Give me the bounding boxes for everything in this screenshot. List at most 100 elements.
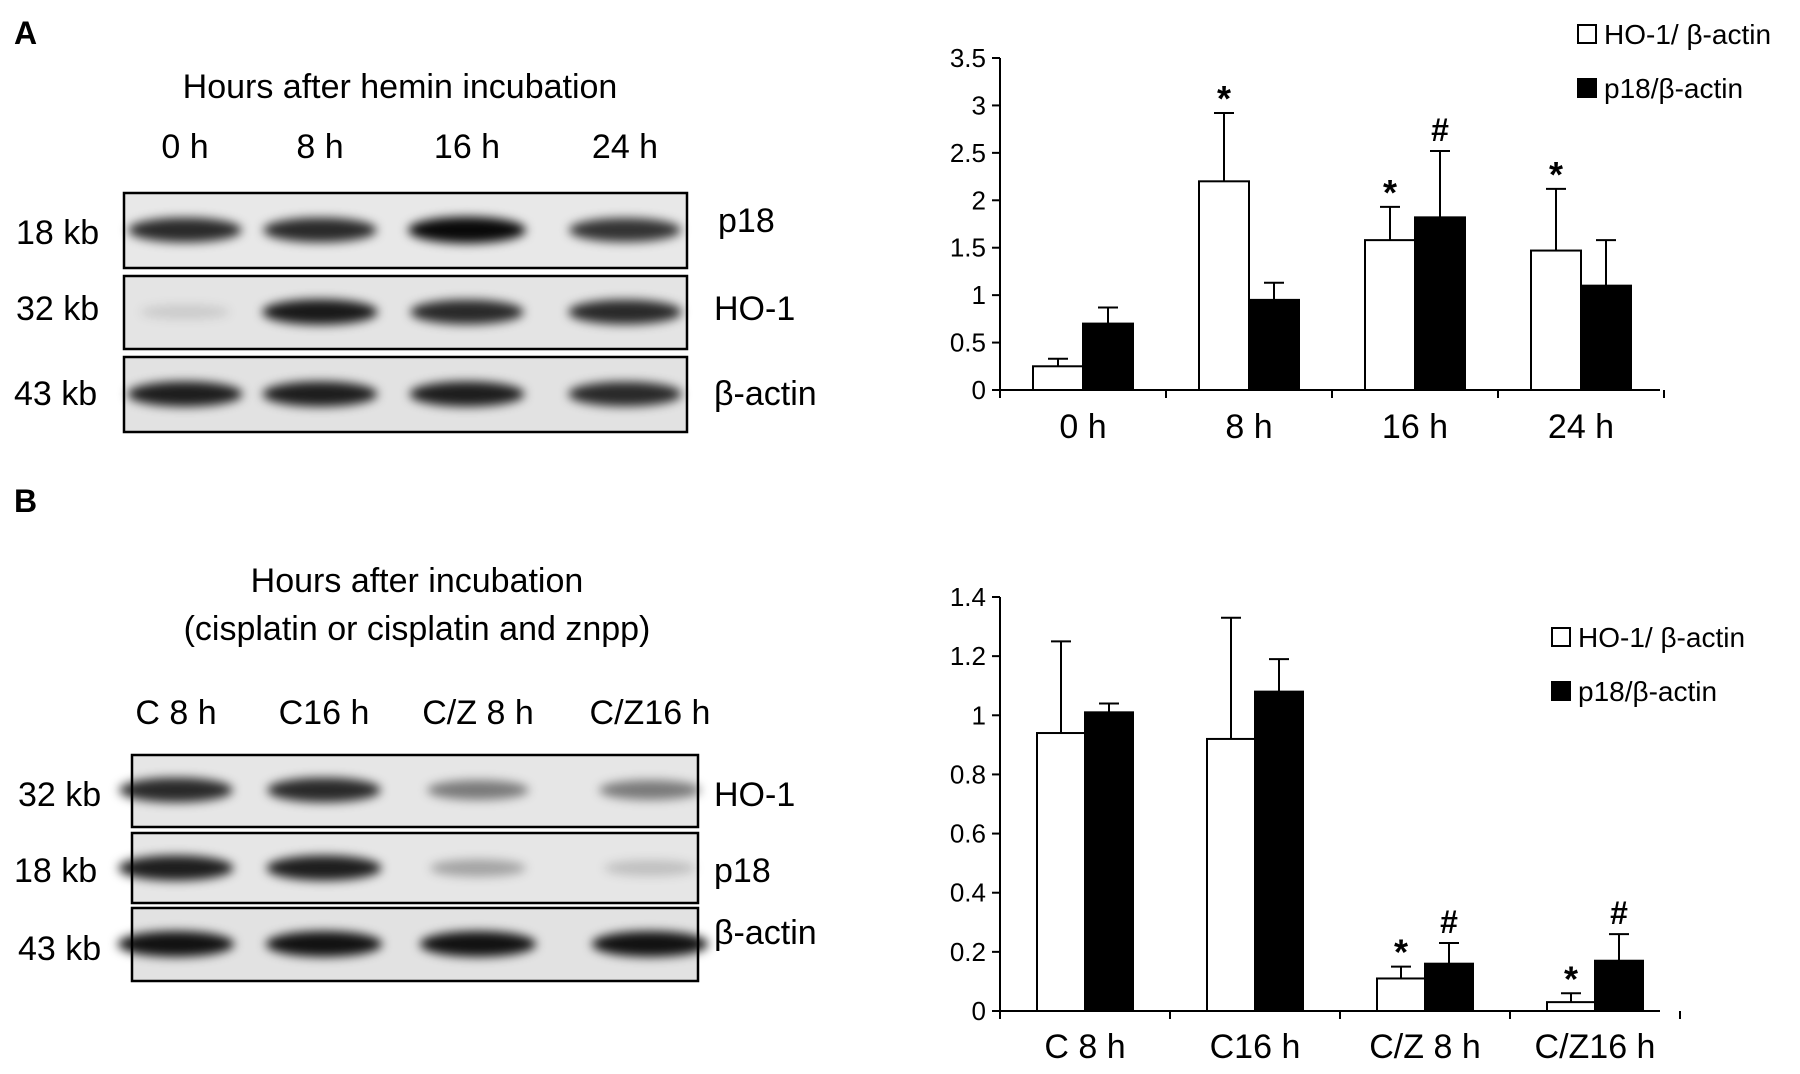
blot-band [265, 931, 383, 957]
blot-band [119, 777, 233, 803]
blot-band [599, 780, 701, 800]
blot-band [603, 860, 697, 876]
blot-b-lane-label: C/Z 8 h [422, 694, 533, 732]
bar [1594, 959, 1644, 1013]
y-tick-label: 1.2 [950, 641, 986, 671]
bar [1036, 732, 1086, 1012]
significance-marker: * [1217, 78, 1231, 119]
blot-a-size-label: 32 kb [16, 290, 99, 328]
panel-label-b: B [14, 483, 37, 519]
blot-a-lane-label: 8 h [296, 128, 343, 166]
legend-swatch [1551, 681, 1571, 701]
bar [1206, 737, 1256, 1012]
blot-band [117, 931, 235, 957]
legend-swatch [1577, 78, 1597, 98]
blot-band [118, 855, 234, 881]
blot-b-lane-label: C/Z16 h [590, 694, 711, 732]
blot-a-protein-label: p18 [718, 202, 775, 240]
bar [1424, 962, 1474, 1013]
blot-a-lane-label: 16 h [434, 128, 500, 166]
blot-b-protein-label: HO-1 [714, 776, 795, 814]
bar-chart-a: 0 0.5 1 1.5 2 2.5 3 3.5 0 h 8 h * 16 h * #24 h * HO-1/ … [950, 19, 1771, 446]
blot-band [128, 217, 242, 243]
blot-a-bands [128, 216, 682, 244]
x-tick-label: 0 h [1059, 408, 1106, 446]
legend-swatch [1577, 24, 1597, 44]
significance-marker: # [1431, 112, 1449, 148]
blot-band [262, 299, 378, 325]
blot-band [262, 381, 378, 407]
y-tick-label: 1.5 [950, 233, 986, 263]
bar [1580, 284, 1632, 391]
panel-label-a: A [14, 15, 37, 51]
blot-b-lane-label: C16 h [279, 694, 370, 732]
bar [1546, 1001, 1596, 1013]
bar [1082, 322, 1134, 392]
blot-band [568, 218, 682, 242]
blot-b-title: (cisplatin or cisplatin and znpp) [184, 610, 651, 648]
blot-a-bands [140, 299, 682, 325]
bar [1084, 711, 1134, 1012]
bar [1254, 690, 1304, 1013]
blot-b-bands [119, 777, 701, 803]
blot-band [591, 931, 709, 957]
blot-a-bands [127, 381, 682, 407]
legend-label: p18/β-actin [1604, 73, 1743, 104]
significance-marker: * [1383, 172, 1397, 213]
blot-band [427, 780, 529, 800]
bar-chart-b: 0 0.2 0.4 0.6 0.8 1 1.2 1.4 C 8 h C16 h C/Z 8 h * # C… [950, 582, 1745, 1066]
blot-band [140, 304, 230, 320]
y-tick-label: 2 [972, 185, 986, 215]
significance-marker: * [1549, 154, 1563, 195]
y-tick-label: 1.4 [950, 582, 986, 612]
significance-marker: # [1440, 904, 1458, 940]
y-tick-label: 0 [972, 375, 986, 405]
blot-band [409, 381, 525, 407]
blot-a-protein-label: β-actin [714, 375, 817, 413]
blot-band [410, 299, 524, 325]
blot-b-title: Hours after incubation [251, 562, 584, 600]
blot-b: Hours after incubation (cisplatin or cis… [14, 562, 817, 983]
blot-a-size-label: 18 kb [16, 214, 99, 252]
y-tick-label: 0.8 [950, 759, 986, 789]
x-tick-label: C/Z 8 h [1369, 1028, 1480, 1066]
significance-marker: # [1610, 895, 1628, 931]
y-tick-label: 0 [972, 996, 986, 1026]
blot-b-size-label: 32 kb [18, 776, 101, 814]
bar [1376, 977, 1426, 1013]
blot-a-lane-label: 24 h [592, 128, 658, 166]
blot-a-lane-label: 0 h [161, 128, 208, 166]
legend-label: HO-1/ β-actin [1604, 19, 1771, 50]
blot-a: Hours after hemin incubation 0 h 8 h 16 … [14, 68, 817, 434]
y-tick-label: 0.4 [950, 878, 986, 908]
legend-label: HO-1/ β-actin [1578, 622, 1745, 653]
x-tick-label: C/Z16 h [1535, 1028, 1656, 1066]
y-tick-label: 0.5 [950, 328, 986, 358]
bar [1414, 216, 1466, 391]
blot-b-size-label: 43 kb [18, 930, 101, 968]
blot-band [430, 859, 526, 877]
blot-b-size-label: 18 kb [14, 852, 97, 890]
blot-a-size-label: 43 kb [14, 375, 97, 413]
y-tick-label: 1 [972, 280, 986, 310]
blot-b-protein-label: β-actin [714, 914, 817, 952]
blot-band [408, 216, 526, 244]
blot-b-bands [117, 931, 709, 957]
blot-band [266, 855, 382, 881]
blot-band [568, 381, 682, 407]
significance-marker: * [1564, 958, 1578, 999]
x-tick-label: 8 h [1225, 408, 1272, 446]
bar [1248, 298, 1300, 391]
bar [1364, 239, 1416, 391]
blot-a-protein-label: HO-1 [714, 290, 795, 328]
blot-b-bands [118, 855, 697, 881]
blot-b-protein-label: p18 [714, 852, 771, 890]
y-tick-label: 0.2 [950, 937, 986, 967]
legend-swatch [1551, 627, 1571, 647]
blot-band [127, 381, 243, 407]
blot-a-title: Hours after hemin incubation [183, 68, 618, 106]
y-tick-label: 0.6 [950, 819, 986, 849]
y-tick-label: 3 [972, 90, 986, 120]
bar [1032, 365, 1084, 391]
